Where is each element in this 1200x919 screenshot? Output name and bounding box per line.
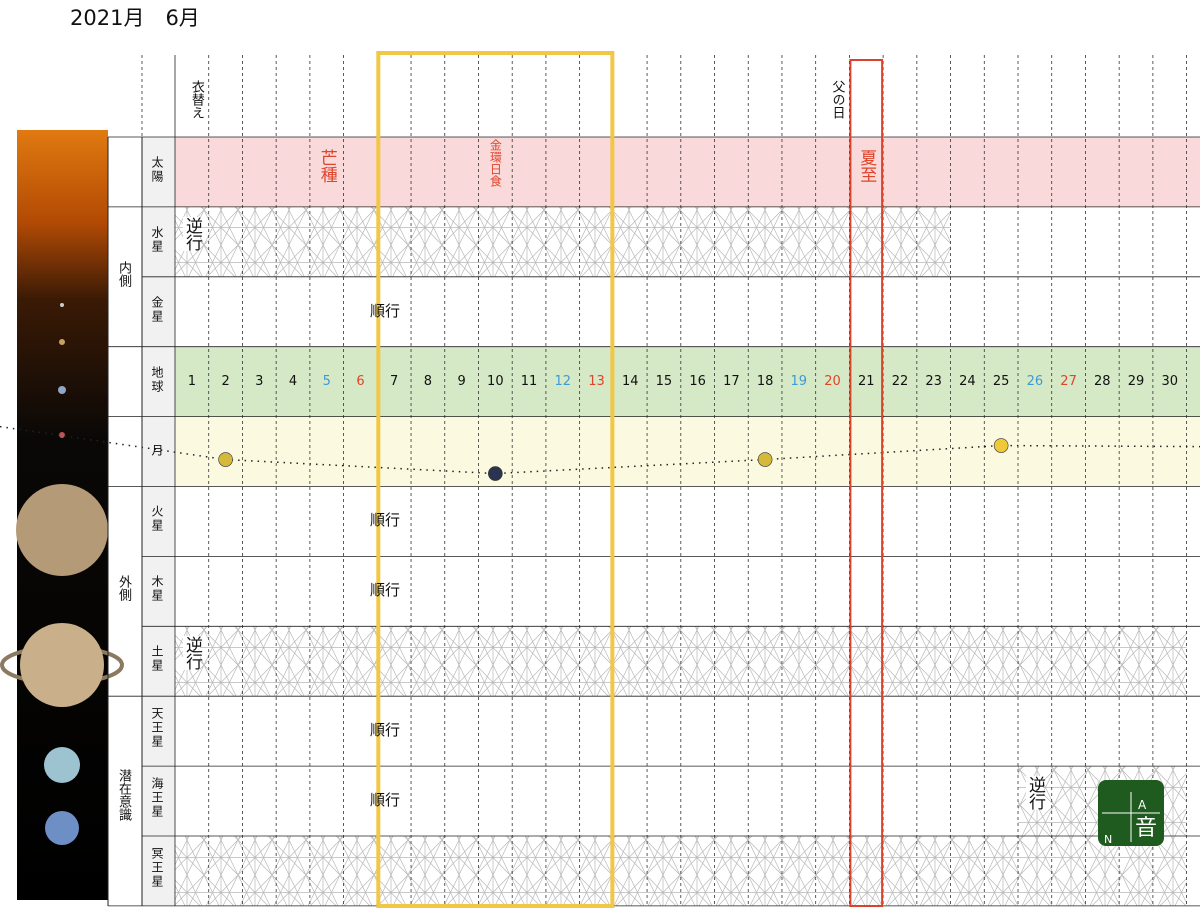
highlight-box [849,59,884,907]
row-band [142,416,1200,487]
moon-icon [488,466,503,481]
planet-icon [16,484,108,576]
day-number: 17 [723,373,740,389]
row-label: 水星 [150,225,164,254]
group-label: 内側 [116,260,131,287]
logo-text: A [1138,798,1147,812]
row-label: 木星 [150,575,164,604]
label-column [142,137,175,906]
motion-text: 順行 [370,581,401,600]
day-number: 2 [221,373,230,389]
planet-icon [44,747,80,783]
retrograde-text: 逆行 [182,216,202,251]
day-number: 27 [1060,373,1077,389]
day-number: 5 [322,373,331,389]
row-label: 冥王星 [150,846,164,889]
moon-path [0,425,1200,475]
day-number: 23 [925,373,942,389]
motion-text: 順行 [370,721,401,740]
group-label: 外側 [116,575,131,602]
day-number: 24 [959,373,976,389]
day-number: 22 [891,373,909,389]
day-number: 13 [588,373,605,389]
day-number: 18 [756,373,774,389]
motion-text: 順行 [370,511,401,530]
logo-text: N [1104,833,1113,846]
retrograde-span [175,206,951,277]
planet-icon [58,386,66,394]
day-number: 8 [423,373,433,389]
day-number: 4 [288,373,298,389]
planet-icon [45,811,79,845]
row-band [142,137,1200,207]
page-title: 2021月 6月 [70,6,200,30]
row-label: 海王星 [150,777,164,820]
row-label: 天王星 [150,707,164,750]
row-label: 地球 [150,365,164,394]
day-number: 21 [857,373,875,389]
day-number: 14 [621,373,639,389]
header-event: 衣替え [188,80,204,119]
moon-icon [993,438,1009,453]
day-number: 19 [790,373,808,389]
planet-icon [59,432,65,438]
motion-text: 順行 [370,301,401,320]
day-number: 16 [689,373,706,389]
retrograde-text: 逆行 [1025,776,1045,811]
motion-text: 順行 [370,791,401,810]
day-number: 28 [1094,373,1111,389]
day-number: 25 [992,373,1010,389]
planet-icon [60,303,64,307]
sun-event: 芒種 [316,149,337,183]
highlight-box [376,51,615,908]
row-label: 土星 [150,645,164,674]
planet-icon [20,623,104,707]
header-event: 父の日 [829,80,845,119]
day-number: 20 [824,373,841,389]
day-number: 29 [1127,373,1145,389]
logo-text: 音 [1135,816,1158,841]
retrograde-text: 逆行 [182,636,202,671]
day-number: 3 [255,373,264,389]
sun-event: 夏至 [856,149,877,183]
sun-event: 金環日食 [488,139,503,187]
day-number: 26 [1026,373,1044,389]
group-label: 潜在意識 [116,769,131,822]
day-number: 9 [457,373,466,389]
row-label: 火星 [150,505,164,534]
row-label: 月 [150,443,164,458]
day-number: 30 [1161,373,1178,389]
day-number: 10 [487,373,504,389]
day-number: 7 [390,373,399,389]
moon-icon [218,452,233,467]
day-number: 11 [520,373,538,389]
row-band [142,346,1200,417]
row-label: 金星 [150,295,164,324]
day-number: 1 [187,373,196,389]
day-number: 15 [655,373,673,389]
day-number: 6 [356,373,365,389]
day-number: 12 [554,373,572,389]
planet-icon [59,339,65,345]
row-label: 太陽 [150,155,164,184]
moon-icon [757,452,773,467]
